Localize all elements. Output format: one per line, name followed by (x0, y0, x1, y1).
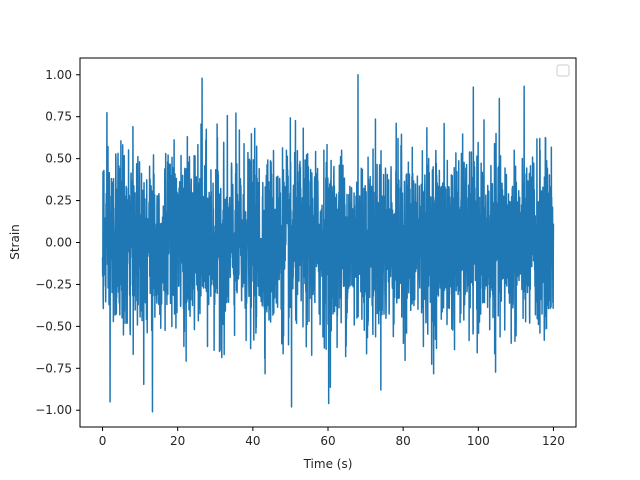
x-axis-label: Time (s) (303, 457, 353, 471)
y-tick-label: 1.00 (45, 68, 72, 82)
y-axis-ticks: −1.00 −0.75 −0.50 −0.25 0.00 0.25 0.50 0.75 1.00 (35, 68, 80, 417)
x-tick-label: 120 (542, 434, 565, 448)
y-tick-label: −0.25 (35, 277, 72, 291)
legend-box (556, 64, 570, 77)
y-tick-label: 0.75 (45, 110, 72, 124)
x-tick-label: 40 (245, 434, 260, 448)
y-tick-label: −0.50 (35, 319, 72, 333)
x-axis-ticks: 0 20 40 60 80 100 120 (99, 427, 565, 448)
x-tick-label: 60 (320, 434, 335, 448)
series-line (101, 74, 555, 413)
y-tick-label: 0.25 (45, 194, 72, 208)
x-tick-label: 100 (467, 434, 490, 448)
x-tick-label: 20 (170, 434, 185, 448)
y-tick-label: 0.00 (45, 236, 72, 250)
y-axis-label: Strain (8, 224, 22, 260)
y-tick-label: −0.75 (35, 361, 72, 375)
x-tick-label: 80 (396, 434, 411, 448)
y-tick-label: 0.50 (45, 152, 72, 166)
x-tick-label: 0 (99, 434, 107, 448)
series-layer (101, 74, 555, 413)
y-tick-label: −1.00 (35, 403, 72, 417)
